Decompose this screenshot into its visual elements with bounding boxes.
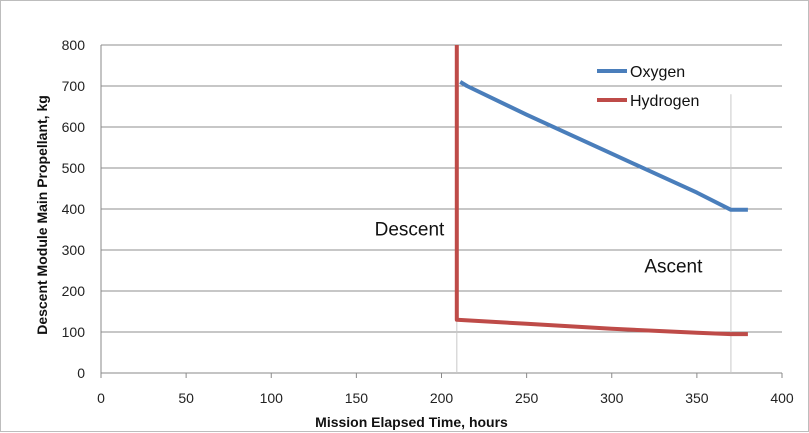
x-tick-label-50: 50 <box>178 390 194 406</box>
legend-label-oxygen: Oxygen <box>630 64 685 81</box>
y-tick-label-700: 700 <box>62 78 86 94</box>
y-tick-label-800: 800 <box>62 37 86 53</box>
y-tick-label-500: 500 <box>62 160 86 176</box>
x-tick-label-250: 250 <box>515 390 539 406</box>
legend: Oxygen Hydrogen <box>597 64 699 110</box>
annotation-ascent: Ascent <box>644 257 703 278</box>
y-tick-label-100: 100 <box>62 324 86 340</box>
series-layer <box>454 45 748 337</box>
x-tick-label-100: 100 <box>260 390 284 406</box>
x-axis-title: Mission Elapsed Time, hours <box>315 414 508 430</box>
x-tick-label-200: 200 <box>430 390 454 406</box>
x-tick-label-0: 0 <box>97 390 105 406</box>
legend-label-hydrogen: Hydrogen <box>630 93 699 110</box>
x-tick-label-350: 350 <box>685 390 709 406</box>
x-tick-label-150: 150 <box>345 390 369 406</box>
y-axis-title: Descent Module Main Propellant, kg <box>34 95 50 335</box>
annotation-descent: Descent <box>375 220 445 241</box>
y-tick-label-600: 600 <box>62 119 86 135</box>
y-tick-label-200: 200 <box>62 283 86 299</box>
series-line-hydrogen <box>454 45 748 337</box>
series-line-oxygen <box>459 80 748 212</box>
y-tick-label-400: 400 <box>62 201 86 217</box>
grid-layer <box>100 44 783 378</box>
y-tick-label-300: 300 <box>62 242 86 258</box>
tick-label-layer: 0 100 200 300 400 500 600 700 800 0 50 100 150 200 250… <box>62 37 794 406</box>
x-tick-label-400: 400 <box>770 390 794 406</box>
annotation-layer: Descent Ascent <box>375 220 703 278</box>
x-tick-label-300: 300 <box>600 390 624 406</box>
y-tick-label-0: 0 <box>77 365 85 381</box>
